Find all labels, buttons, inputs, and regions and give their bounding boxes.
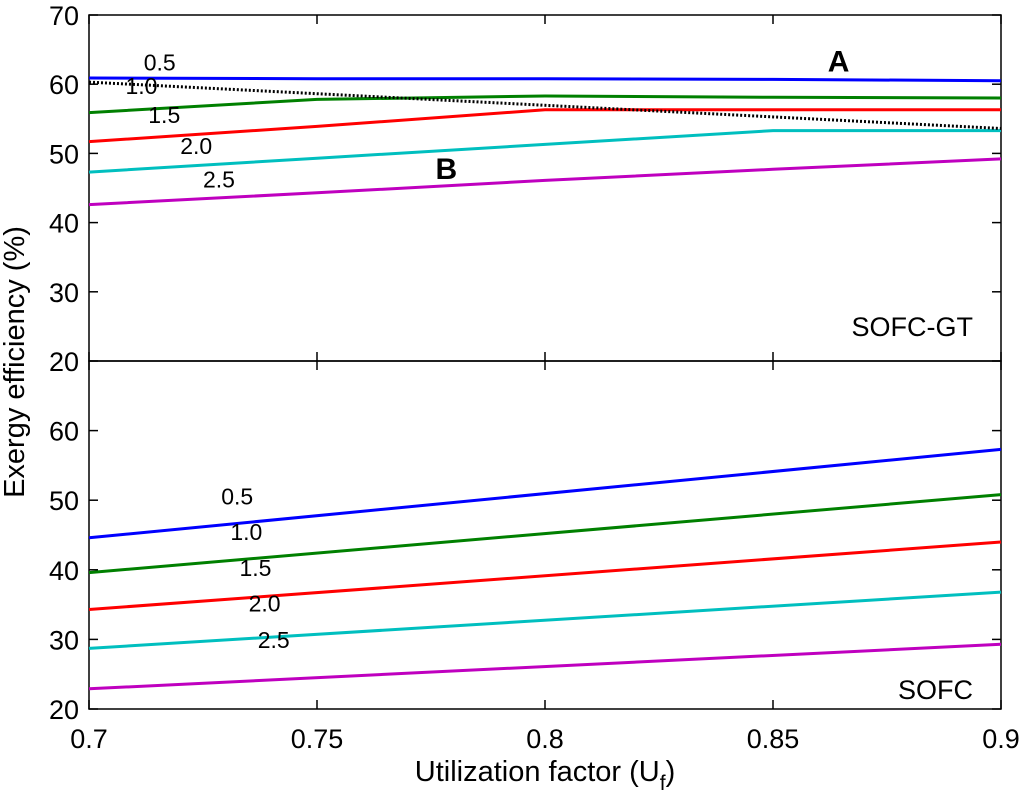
labels: 2030405060700.51.01.52.02.5ABSOFC-GT2030…	[49, 1, 1020, 754]
x-axis-title-subscript: f	[660, 772, 666, 795]
top-marker-A: A	[828, 46, 850, 79]
bottom-y-tick-label: 60	[49, 417, 79, 447]
top-y-tick-label: 40	[49, 209, 79, 239]
bottom-y-tick-label: 50	[49, 486, 79, 516]
top-reference-line	[88, 80, 1002, 130]
bottom-series-line-0.5	[88, 447, 1002, 540]
top-y-tick-label: 60	[49, 70, 79, 100]
top-y-tick-label: 30	[49, 278, 79, 308]
bottom-y-tick-label: 20	[49, 695, 79, 725]
x-tick-label: 0.7	[70, 724, 108, 754]
series-lines	[88, 76, 1002, 691]
top-series-label-2.0: 2.0	[180, 133, 212, 159]
plot-frames	[88, 14, 1002, 710]
top-series-line-0.5	[88, 76, 1002, 83]
top-series-line-1.5	[88, 108, 1001, 144]
x-tick-label: 0.8	[526, 724, 564, 754]
bottom-series-label-1.5: 1.5	[239, 555, 271, 581]
bottom-series-label-2.5: 2.5	[258, 627, 290, 653]
bottom-panel-label: SOFC	[898, 675, 973, 705]
top-y-tick-label: 70	[49, 1, 79, 31]
top-y-tick-label: 50	[49, 139, 79, 169]
bottom-y-tick-label: 30	[49, 625, 79, 655]
top-series-label-0.5: 0.5	[144, 49, 176, 75]
bottom-series-label-2.0: 2.0	[249, 591, 281, 617]
y-axis-title: Exergy efficiency (%)	[0, 226, 31, 498]
top-series-label-1.5: 1.5	[148, 102, 180, 128]
top-series-line-2.5	[88, 157, 1002, 207]
bottom-series-line-2.5	[88, 642, 1002, 691]
bottom-y-tick-label: 40	[49, 556, 79, 586]
x-tick-label: 0.75	[291, 724, 344, 754]
top-series-label-1.0: 1.0	[125, 73, 157, 99]
x-axis-title: Utilization factor (Uf)	[415, 756, 675, 795]
top-series-line-1.0	[88, 94, 1002, 115]
x-axis-title-close: )	[666, 756, 676, 788]
x-tick-label: 0.85	[747, 724, 800, 754]
x-axis-title-main: Utilization factor (U	[415, 756, 660, 788]
bottom-series-line-1.0	[88, 493, 1002, 575]
x-tick-label: 0.9	[982, 724, 1020, 754]
bottom-series-label-1.0: 1.0	[230, 519, 262, 545]
bottom-series-line-1.5	[88, 540, 1002, 611]
top-series-label-2.5: 2.5	[203, 166, 235, 192]
top-series-line-2.0	[88, 129, 1001, 174]
top-panel-label: SOFC-GT	[852, 312, 974, 342]
top-y-tick-label: 20	[49, 347, 79, 377]
top-marker-B: B	[436, 153, 458, 186]
bottom-series-line-2.0	[88, 590, 1002, 650]
bottom-series-label-0.5: 0.5	[221, 483, 253, 509]
